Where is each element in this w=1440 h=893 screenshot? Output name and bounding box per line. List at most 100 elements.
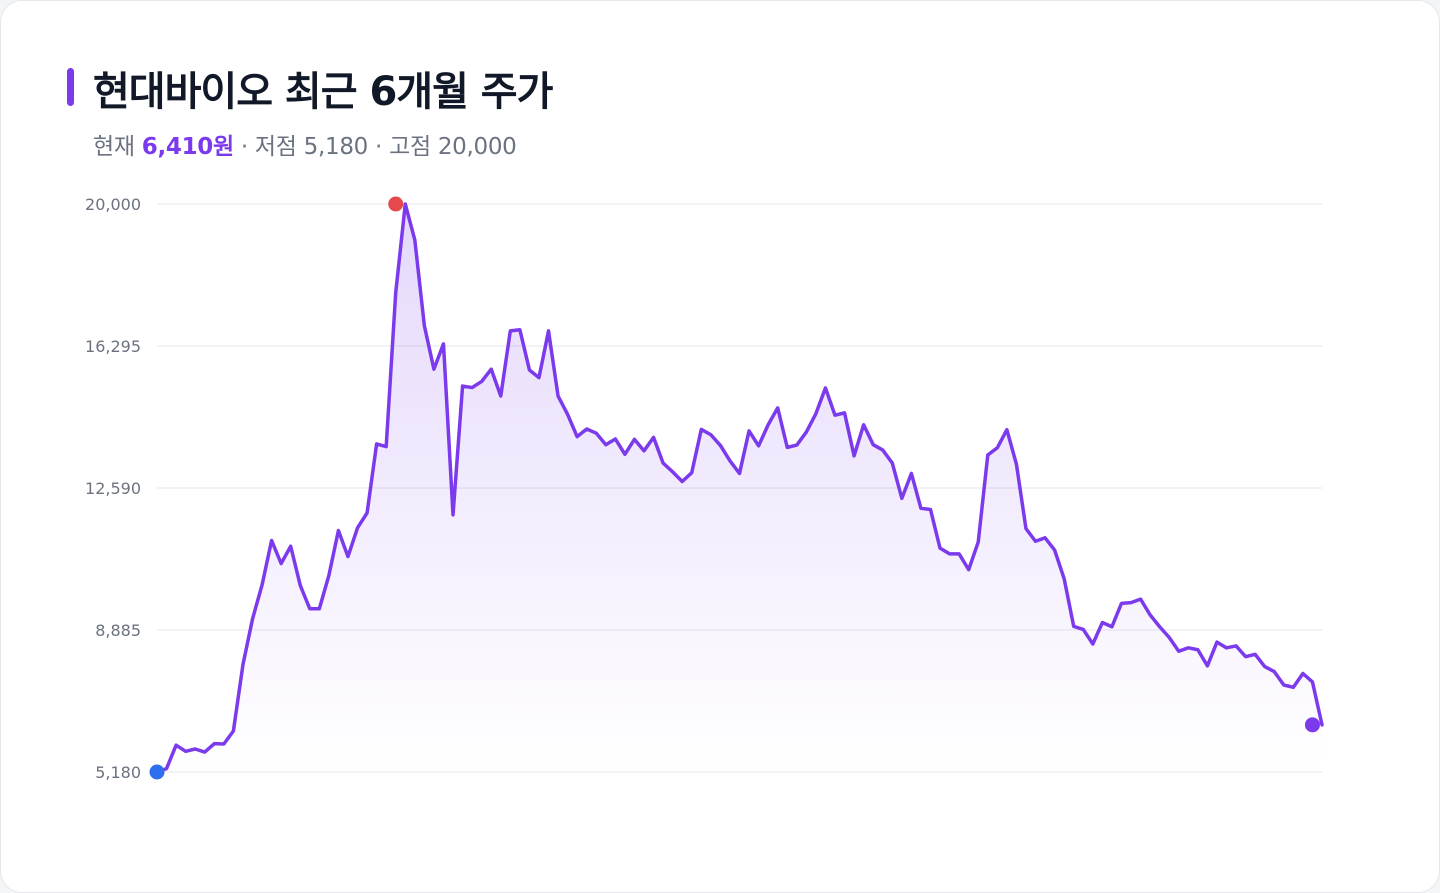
- data-point: [585, 427, 589, 431]
- data-point: [1253, 652, 1257, 656]
- y-axis-ticks: 5,180 8,885 12,590 16,295 20,000: [85, 195, 141, 782]
- data-point: [241, 663, 245, 667]
- data-point: [1196, 648, 1200, 652]
- data-point: [833, 413, 837, 417]
- separator: ·: [240, 134, 248, 160]
- data-point: [1225, 646, 1229, 650]
- data-point: [661, 461, 665, 465]
- current-point-marker: [1304, 717, 1320, 733]
- data-point: [184, 749, 188, 753]
- data-point: [852, 454, 856, 458]
- data-point: [604, 443, 608, 447]
- data-point: [871, 443, 875, 447]
- data-point: [317, 607, 321, 611]
- data-point: [422, 324, 426, 328]
- high-price: 20,000: [437, 134, 517, 160]
- data-point: [976, 540, 980, 544]
- data-point: [1062, 577, 1066, 581]
- data-point: [413, 238, 417, 242]
- low-label: 저점: [254, 134, 297, 160]
- data-point: [1291, 685, 1295, 689]
- data-point: [967, 568, 971, 572]
- data-point: [623, 452, 627, 456]
- data-point: [279, 562, 283, 566]
- data-point: [862, 423, 866, 427]
- price-summary: 현재 6,410원 · 저점 5,180 · 고점 20,000: [93, 127, 517, 161]
- data-point: [174, 743, 178, 747]
- data-point: [766, 423, 770, 427]
- data-point: [375, 442, 379, 446]
- data-point: [566, 412, 570, 416]
- data-point: [900, 496, 904, 500]
- data-point: [441, 342, 445, 346]
- data-point: [356, 526, 360, 530]
- data-point: [1167, 635, 1171, 639]
- current-price: 6,410원: [141, 134, 234, 160]
- y-tick-label: 20,000: [85, 195, 141, 214]
- data-point: [995, 446, 999, 450]
- data-point: [1158, 625, 1162, 629]
- data-point: [1129, 601, 1133, 605]
- data-point: [508, 329, 512, 333]
- data-point: [394, 291, 398, 295]
- data-point: [919, 506, 923, 510]
- data-point: [1272, 670, 1276, 674]
- data-point: [738, 471, 742, 475]
- data-point: [384, 445, 388, 449]
- data-point: [298, 583, 302, 587]
- data-point: [785, 445, 789, 449]
- data-point: [804, 430, 808, 434]
- data-point: [165, 767, 169, 771]
- data-point: [1263, 665, 1267, 669]
- data-point: [632, 437, 636, 441]
- data-point: [308, 607, 312, 611]
- data-point: [948, 552, 952, 556]
- data-point: [260, 583, 264, 587]
- data-point: [365, 511, 369, 515]
- data-point: [652, 435, 656, 439]
- high-point-marker: [388, 196, 404, 212]
- data-point: [718, 443, 722, 447]
- data-point: [346, 555, 350, 559]
- data-point: [470, 386, 474, 390]
- data-point: [270, 539, 274, 543]
- data-point: [499, 394, 503, 398]
- data-point: [757, 444, 761, 448]
- data-point: [250, 617, 254, 621]
- data-point: [1205, 664, 1209, 668]
- highlight-markers: [149, 196, 1320, 780]
- data-point: [671, 470, 675, 474]
- y-tick-label: 8,885: [95, 621, 141, 640]
- data-point: [843, 411, 847, 415]
- data-point: [193, 747, 197, 751]
- data-point: [1014, 462, 1018, 466]
- current-label: 현재: [93, 134, 135, 160]
- data-point: [1244, 655, 1248, 659]
- data-point: [518, 328, 522, 332]
- data-point: [613, 437, 617, 441]
- data-point: [776, 406, 780, 410]
- data-point: [909, 471, 913, 475]
- chart-title: 현대바이오 최근 6개월 주가: [93, 69, 553, 115]
- data-point: [222, 742, 226, 746]
- data-point: [1043, 536, 1047, 540]
- data-point: [1177, 649, 1181, 653]
- data-point: [699, 427, 703, 431]
- data-point: [327, 573, 331, 577]
- y-tick-label: 12,590: [85, 479, 141, 498]
- price-area: [157, 204, 1322, 772]
- data-point: [957, 552, 961, 556]
- y-tick-label: 5,180: [95, 763, 141, 782]
- data-point: [527, 368, 531, 372]
- price-line: [155, 202, 1324, 774]
- data-point: [938, 546, 942, 550]
- data-point: [231, 729, 235, 733]
- data-point: [1100, 621, 1104, 625]
- data-point: [1119, 601, 1123, 605]
- low-price: 5,180: [303, 134, 369, 160]
- data-point: [680, 479, 684, 483]
- data-point: [1091, 642, 1095, 646]
- data-point: [1139, 597, 1143, 601]
- data-point: [1024, 527, 1028, 531]
